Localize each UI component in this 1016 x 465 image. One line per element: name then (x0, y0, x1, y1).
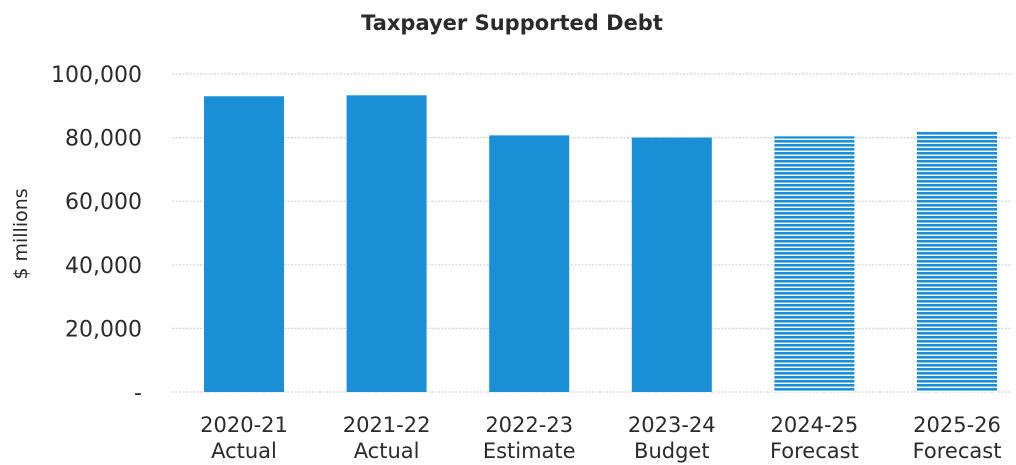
chart-title: Taxpayer Supported Debt (361, 11, 663, 35)
y-tick-label: 100,000 (51, 63, 142, 88)
x-tick-label-year: 2020-21 (200, 413, 288, 437)
x-axis-ticks: 2020-21Actual2021-22Actual2022-23Estimat… (200, 413, 1001, 463)
x-tick-label-type: Actual (211, 439, 277, 463)
x-tick-label-type: Budget (634, 439, 710, 463)
x-tick-label-type: Forecast (913, 439, 1002, 463)
bars (204, 95, 997, 393)
y-tick-label: 20,000 (65, 317, 142, 342)
grid-lines (172, 73, 1012, 393)
bar-2021-22 (346, 95, 427, 392)
y-tick-label: - (134, 381, 142, 406)
bar-2025-26 (917, 131, 997, 393)
y-axis-label: $ millions (10, 188, 32, 279)
bar-2023-24 (631, 137, 712, 392)
x-tick-label-year: 2022-23 (485, 413, 573, 437)
bar-2020-21 (204, 96, 284, 392)
x-tick-label-type: Actual (354, 439, 420, 463)
y-tick-label: 60,000 (65, 190, 142, 215)
x-tick-label-year: 2024-25 (771, 413, 859, 437)
x-tick-label-year: 2023-24 (628, 413, 716, 437)
y-tick-label: 80,000 (65, 127, 142, 152)
x-tick-label-type: Forecast (770, 439, 859, 463)
bar-2022-23 (489, 135, 570, 392)
y-axis-ticks: - 20,000 40,000 60,000 80,000 100,000 (51, 63, 142, 406)
bar-2024-25 (774, 136, 855, 392)
y-tick-label: 40,000 (65, 254, 142, 279)
x-tick-label-year: 2025-26 (913, 413, 1001, 437)
x-tick-label-year: 2021-22 (343, 413, 431, 437)
x-tick-label-type: Estimate (483, 439, 576, 463)
